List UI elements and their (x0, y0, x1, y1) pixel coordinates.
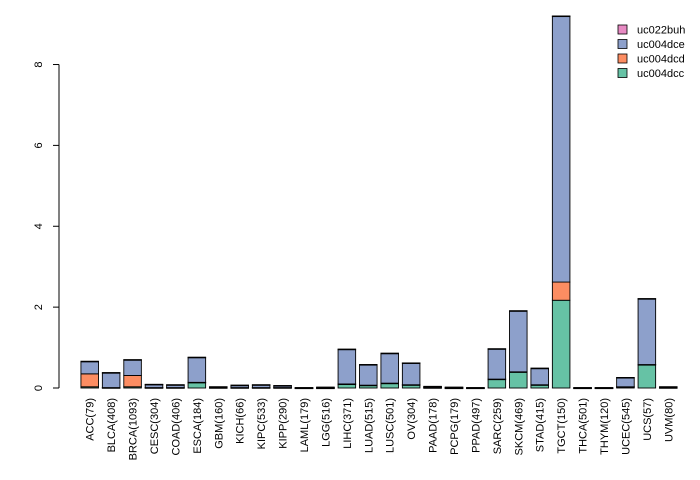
bars-layer (80, 15, 678, 390)
x-tick-label-3: CESC(304) (149, 398, 161, 454)
bar-uc022buh-17 (444, 386, 464, 389)
x-tick-label-27: UVM(80) (663, 398, 675, 442)
bar-uc004dce-19 (487, 348, 507, 380)
x-tick-label-16: PAAD(178) (428, 398, 440, 453)
bar-uc022buh-8 (251, 384, 271, 386)
y-tick-label-1: 2 (33, 304, 45, 310)
bar-uc004dcc-20 (509, 371, 528, 389)
x-tick-label-21: STAD(415) (535, 398, 547, 452)
bar-uc022buh-5 (187, 356, 207, 359)
legend-label-uc004dcd: uc004dcd (637, 54, 685, 66)
bar-uc022buh-18 (466, 387, 485, 389)
bar-uc022buh-23 (573, 387, 592, 389)
x-tick-label-19: SARC(259) (492, 398, 504, 454)
bar-uc022buh-6 (209, 386, 228, 388)
x-tick-label-6: GBM(160) (213, 398, 225, 449)
bar-uc004dce-25 (616, 377, 635, 388)
x-tick-label-14: LUSC(501) (385, 398, 397, 453)
bar-uc004dce-12 (337, 348, 357, 385)
x-tick-label-12: LIHC(371) (342, 398, 354, 449)
x-tick-label-13: LUAD(515) (363, 398, 375, 453)
bar-uc004dcc-22 (551, 299, 571, 389)
bar-uc022buh-2 (123, 359, 142, 361)
bar-uc022buh-9 (273, 385, 292, 387)
legend-label-uc022buh: uc022buh (637, 25, 685, 37)
bar-uc022buh-25 (616, 377, 635, 379)
x-tick-label-23: THCA(501) (578, 398, 590, 454)
bar-uc022buh-11 (316, 386, 335, 389)
legend: uc022buh uc004dce uc004dcd uc004dcc (617, 24, 685, 80)
y-tick-label-4: 8 (33, 61, 45, 67)
bar-uc022buh-3 (144, 383, 164, 386)
legend-swatch-uc004dcc (617, 68, 628, 78)
bar-uc004dcc-26 (637, 364, 657, 389)
bar-uc004dce-26 (637, 298, 657, 366)
bar-uc022buh-20 (509, 310, 528, 312)
bar-uc004dce-21 (530, 367, 549, 386)
x-axis-labels: ACC(79) BLCA(408) BRCA(1093) CESC(304) COAD(… (85, 398, 676, 460)
bar-uc022buh-15 (401, 362, 421, 364)
legend-swatch-uc004dce (617, 39, 628, 49)
x-tick-label-25: UCEC(545) (620, 398, 632, 455)
bar-uc004dce-14 (380, 352, 399, 384)
legend-swatch-uc022buh (617, 24, 628, 35)
x-tick-label-15: OV(304) (406, 398, 418, 440)
bar-uc004dce-1 (101, 372, 121, 389)
x-tick-label-18: PPAD(497) (470, 398, 482, 453)
bar-uc004dcd-2 (123, 375, 142, 388)
x-tick-label-2: BRCA(1093) (128, 398, 140, 460)
x-tick-label-10: LAML(179) (299, 398, 311, 452)
y-tick-label-2: 4 (33, 223, 45, 229)
bar-uc022buh-22 (551, 15, 571, 18)
bar-uc004dce-20 (509, 310, 528, 373)
x-tick-label-22: TGCT(150) (556, 398, 568, 454)
bar-uc022buh-14 (380, 352, 399, 355)
bar-uc022buh-26 (637, 298, 657, 300)
legend-label-uc004dce: uc004dce (637, 39, 685, 51)
y-tick-label-3: 6 (33, 142, 45, 148)
bar-uc022buh-21 (530, 367, 549, 370)
bar-uc022buh-13 (359, 364, 378, 366)
legend-swatch-uc004dcd (617, 53, 628, 64)
bar-uc022buh-0 (80, 360, 99, 363)
x-tick-label-20: SKCM(469) (513, 398, 525, 455)
x-tick-label-7: KICH(66) (235, 398, 247, 444)
x-tick-label-17: PCPG(179) (449, 398, 461, 455)
x-tick-label-1: BLCA(408) (106, 398, 118, 452)
bar-uc004dce-2 (123, 359, 142, 376)
bar-uc022buh-19 (487, 348, 507, 350)
bar-uc004dce-5 (187, 356, 207, 383)
bar-uc022buh-4 (166, 384, 185, 386)
bar-uc004dcc-19 (487, 378, 507, 389)
bar-uc004dce-22 (551, 15, 571, 283)
x-tick-label-5: ESCA(184) (192, 398, 204, 454)
bar-uc022buh-12 (337, 348, 357, 351)
bar-uc022buh-1 (101, 372, 121, 374)
bar-uc022buh-7 (230, 384, 249, 387)
x-tick-label-0: ACC(79) (85, 398, 97, 441)
legend-label-uc004dcc: uc004dcc (637, 68, 685, 80)
bar-uc022buh-24 (594, 387, 614, 389)
bar-uc004dcd-22 (551, 281, 571, 301)
x-tick-label-8: KIPC(533) (256, 398, 268, 449)
bar-uc022buh-16 (423, 385, 442, 388)
bar-uc004dce-13 (359, 364, 378, 386)
y-axis: 0 2 4 6 8 (33, 61, 60, 391)
x-tick-label-9: KIPP(290) (278, 398, 290, 449)
bar-uc004dcd-0 (80, 373, 99, 388)
x-tick-label-24: THYM(120) (599, 398, 611, 455)
bar-uc022buh-27 (659, 386, 678, 388)
x-tick-label-26: UCS(57) (642, 398, 654, 441)
x-tick-label-4: COAD(406) (170, 398, 182, 455)
x-tick-label-11: LGG(516) (320, 398, 332, 447)
bar-uc022buh-10 (294, 387, 314, 389)
y-tick-label-0: 0 (33, 385, 45, 391)
bar-uc004dce-0 (80, 360, 99, 375)
bar-uc004dce-15 (401, 362, 421, 386)
